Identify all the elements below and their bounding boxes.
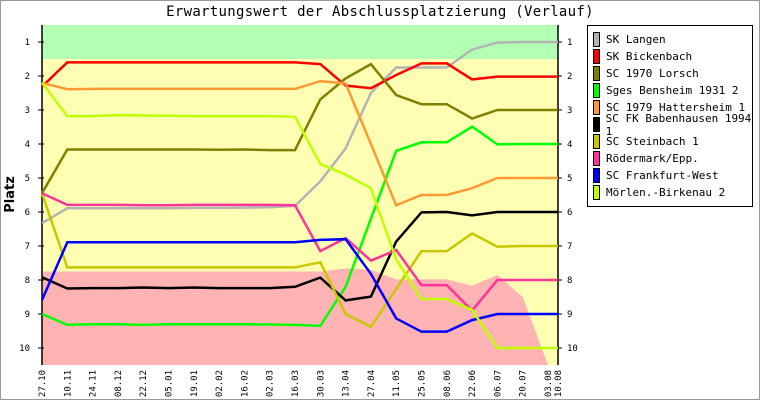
series-line-sc-1979-hattersheim-1 xyxy=(41,79,558,207)
legend-label: SK Bickenbach xyxy=(606,50,693,63)
x-tick-label: 10.11 xyxy=(63,370,73,397)
series-line-sc-steinbach-1 xyxy=(40,192,558,329)
y-tick-label-right: 3 xyxy=(567,106,572,116)
x-tick-label: 11.05 xyxy=(392,370,402,397)
series-line-sc-fk-babenhausen-1994-1 xyxy=(41,210,558,302)
legend-item: SC Steinbach 1 xyxy=(588,133,752,150)
x-tick-label: 08.12 xyxy=(114,370,124,397)
series-line-sges-bensheim-1931-2 xyxy=(41,125,558,328)
zone-promotion xyxy=(42,25,558,59)
legend-swatch xyxy=(593,185,600,200)
y-tick-label-right: 10 xyxy=(567,344,578,354)
legend-swatch xyxy=(593,49,600,64)
series-line-r-dermark-epp- xyxy=(41,192,558,313)
legend-swatch xyxy=(593,117,600,132)
x-tick-label: 30.03 xyxy=(316,370,326,397)
legend-swatch xyxy=(593,151,600,166)
legend-swatch xyxy=(593,168,600,183)
x-tick-label: 16.02 xyxy=(240,370,250,397)
y-tick-label-right: 5 xyxy=(567,174,572,184)
legend-item: Rödermark/Epp. xyxy=(588,150,752,167)
x-tick-label: 19.01 xyxy=(190,370,200,397)
legend-label: SC Steinbach 1 xyxy=(606,135,699,148)
y-tick-label-right: 8 xyxy=(567,276,572,286)
legend-label: SK Langen xyxy=(606,33,666,46)
series-line-sk-langen xyxy=(41,40,558,225)
y-tick-label-right: 7 xyxy=(567,242,572,252)
x-tick-label: 27.04 xyxy=(367,370,377,397)
y-tick-label-left: 4 xyxy=(25,140,30,150)
x-tick-label: 03.08 xyxy=(544,370,554,397)
y-tick-label-right: 4 xyxy=(567,140,572,150)
x-tick-label: 27.10 xyxy=(38,370,48,397)
legend-label: Mörlen.-Birkenau 2 xyxy=(606,186,726,199)
y-tick-label-right: 2 xyxy=(567,72,572,82)
x-tick-label: 22.06 xyxy=(468,370,478,397)
legend-swatch xyxy=(593,134,600,149)
y-tick-label-left: 10 xyxy=(19,344,30,354)
legend-label: Sges Bensheim 1931 2 xyxy=(606,84,739,97)
legend-item: SC Frankfurt-West xyxy=(588,167,752,184)
x-tick-label: 13.04 xyxy=(342,370,352,397)
legend: SK Langen SK Bickenbach SC 1970 Lorsch Sges… xyxy=(587,25,753,207)
legend-item: SK Bickenbach xyxy=(588,48,752,65)
legend-label: SC FK Babenhausen 1994 1 xyxy=(605,111,752,138)
series-line-sc-frankfurt-west xyxy=(40,237,558,333)
y-tick-label-right: 6 xyxy=(567,208,572,218)
legend-item: SK Langen xyxy=(588,31,752,48)
series-line-sc-1970-lorsch xyxy=(40,62,558,194)
x-tick-label: 05.01 xyxy=(165,370,175,397)
x-tick-label: 02.02 xyxy=(215,370,225,397)
y-tick-label-left: 7 xyxy=(25,242,30,252)
x-tick-label: 20.07 xyxy=(519,370,529,397)
y-tick-label-left: 9 xyxy=(25,310,30,320)
y-tick-label-left: 2 xyxy=(25,72,30,82)
legend-item: Mörlen.-Birkenau 2 xyxy=(588,184,752,201)
legend-swatch xyxy=(593,66,600,81)
legend-label: SC 1970 Lorsch xyxy=(606,67,699,80)
legend-item: SC 1970 Lorsch xyxy=(588,65,752,82)
y-tick-label-right: 9 xyxy=(567,310,572,320)
x-tick-label: 06.07 xyxy=(493,370,503,397)
series-line-sk-bickenbach xyxy=(41,61,558,90)
x-tick-label: 22.12 xyxy=(139,370,149,397)
legend-item: SC 1979 Hattersheim 1 xyxy=(588,99,752,116)
y-tick-label-left: 1 xyxy=(25,38,30,48)
y-tick-label-left: 8 xyxy=(25,276,30,286)
x-tick-label: 10.08 xyxy=(554,370,564,397)
legend-label: SC Frankfurt-West xyxy=(606,169,719,182)
legend-swatch xyxy=(593,83,600,98)
y-tick-label-left: 5 xyxy=(25,174,30,184)
x-tick-label: 25.05 xyxy=(418,370,428,397)
y-tick-label-left: 6 xyxy=(25,208,30,218)
x-tick-label: 24.11 xyxy=(89,370,99,397)
legend-swatch xyxy=(593,32,600,47)
y-tick-label-right: 1 xyxy=(567,38,572,48)
zone-relegation xyxy=(42,268,558,365)
legend-item: Sges Bensheim 1931 2 xyxy=(588,82,752,99)
legend-label: SC 1979 Hattersheim 1 xyxy=(606,101,746,114)
chart-title: Erwartungswert der Abschlussplatzierung … xyxy=(166,4,594,20)
x-tick-label: 02.03 xyxy=(266,370,276,397)
legend-label: Rödermark/Epp. xyxy=(606,152,699,165)
legend-item: SC FK Babenhausen 1994 1 xyxy=(588,112,752,138)
y-tick-label-left: 3 xyxy=(25,106,30,116)
x-tick-label: 08.06 xyxy=(443,370,453,397)
legend-swatch xyxy=(593,100,600,115)
series-line-m-rlen-birkenau-2 xyxy=(41,82,558,350)
x-tick-label: 16.03 xyxy=(291,370,301,397)
